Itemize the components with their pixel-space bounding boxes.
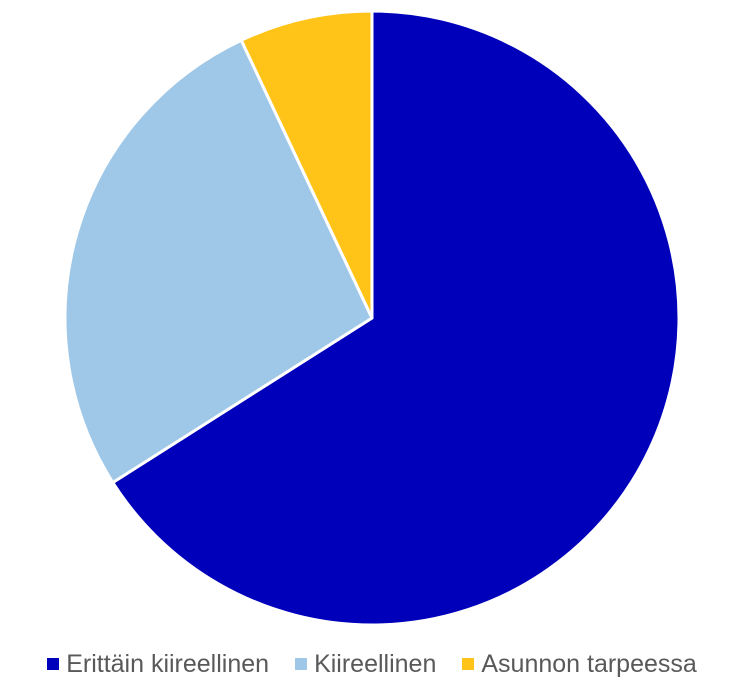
legend-label: Kiireellinen: [314, 649, 437, 678]
legend-swatch: [295, 658, 308, 670]
pie-slice-2: [239, 9, 374, 320]
legend-item-erittain-kiireellinen: Erittäin kiireellinen: [47, 650, 269, 679]
legend-swatch: [462, 658, 475, 670]
legend-item-kiireellinen: Kiireellinen: [295, 650, 436, 679]
legend-label: Asunnon tarpeessa: [481, 649, 697, 678]
legend: Erittäin kiireellinen Kiireellinen Asunn…: [0, 644, 744, 684]
legend-label: Erittäin kiireellinen: [66, 649, 270, 678]
legend-item-asunnon-tarpeessa: Asunnon tarpeessa: [462, 649, 697, 679]
pie-slice-1: [63, 38, 374, 484]
pie-slice-0: [111, 9, 681, 627]
legend-swatch: [47, 658, 60, 670]
pie-plot: [63, 9, 681, 627]
